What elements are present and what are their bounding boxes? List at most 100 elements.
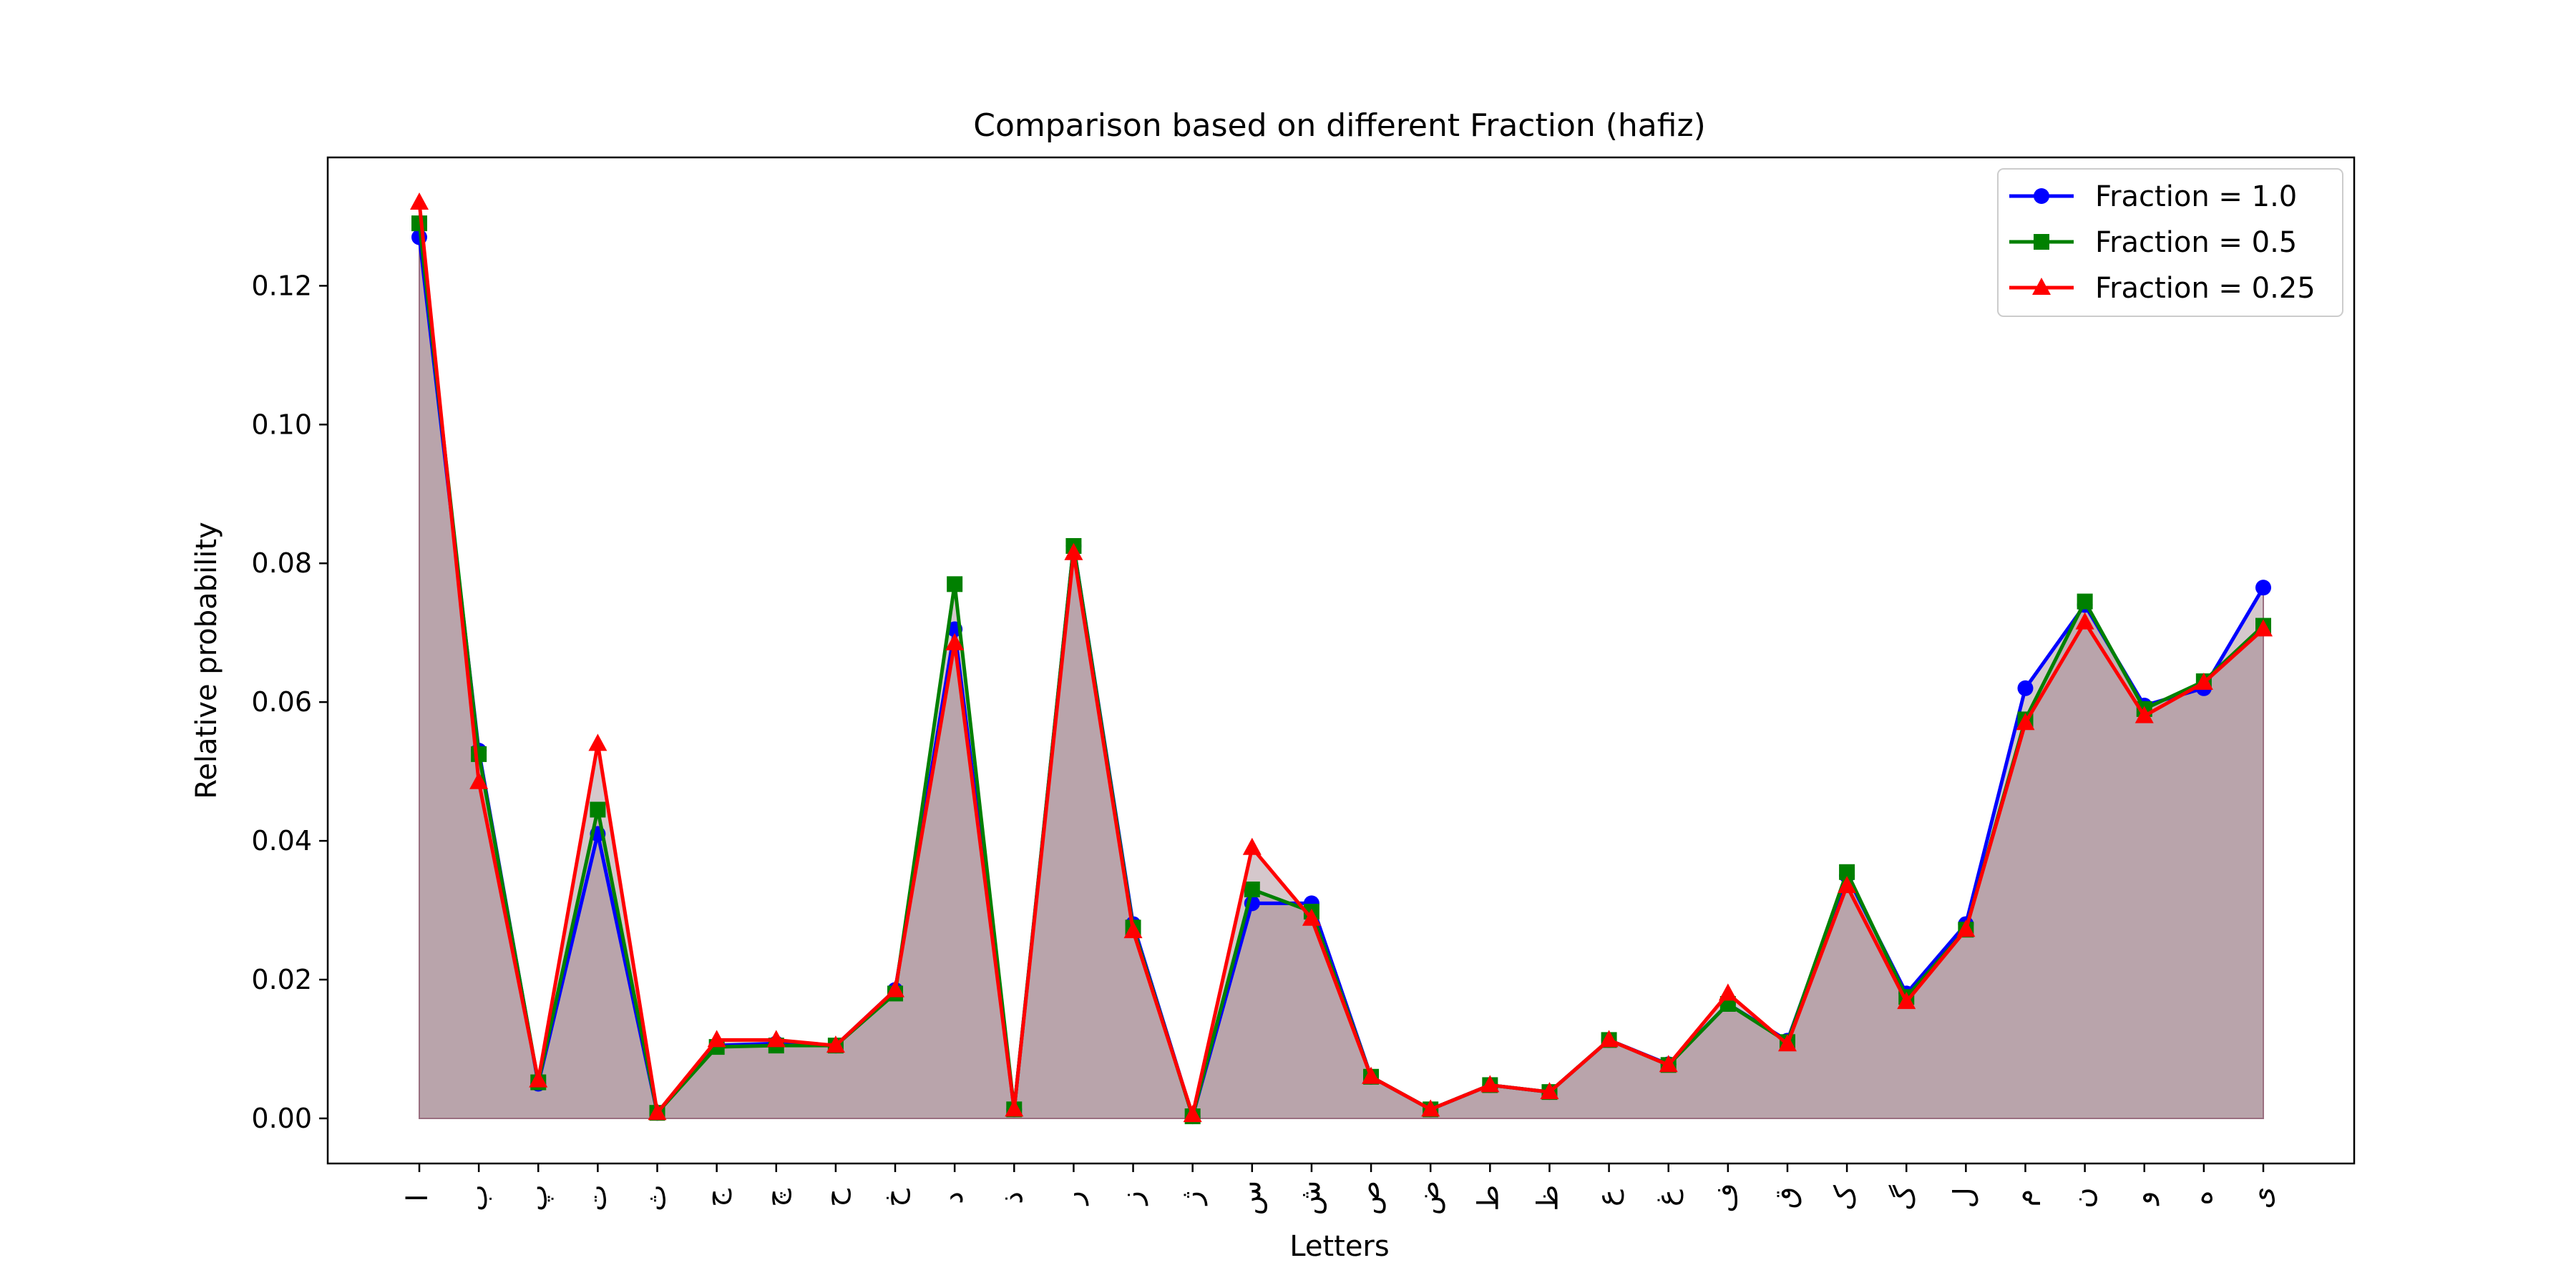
data-point <box>886 980 905 997</box>
data-point <box>2255 580 2271 596</box>
data-point <box>2194 673 2213 691</box>
x-tick-label: ث <box>640 1184 673 1211</box>
x-tick-label: ژ <box>1175 1191 1208 1206</box>
y-axis-label: Relative probability <box>190 522 223 799</box>
x-tick-label: ف <box>1710 1183 1743 1212</box>
x-tick-label: ا <box>401 1194 434 1201</box>
y-axis: 0.00 0.02 0.04 0.06 0.08 0.10 0.12 <box>251 270 328 1134</box>
data-point <box>707 1030 726 1048</box>
data-point <box>1005 1099 1024 1117</box>
x-tick-label: د <box>937 1191 970 1204</box>
x-tick-label: گ <box>1888 1185 1921 1211</box>
data-point <box>1540 1082 1559 1100</box>
data-point <box>588 733 608 751</box>
y-tick-label: 0.10 <box>251 409 312 440</box>
data-point <box>2254 619 2273 637</box>
area-fill-layer <box>419 202 2264 1119</box>
series-2 <box>410 192 2273 1123</box>
x-tick-label: چ <box>758 1189 791 1207</box>
chart-title: Comparison based on different Fraction (… <box>973 107 1706 144</box>
legend-entry: Fraction = 0.25 <box>2009 272 2316 305</box>
data-point <box>826 1035 845 1053</box>
legend-marker <box>2034 234 2049 250</box>
data-point <box>2077 593 2093 610</box>
data-point <box>1480 1075 1500 1093</box>
data-point <box>766 1030 786 1048</box>
data-point <box>410 192 429 210</box>
legend-entry: Fraction = 0.5 <box>2009 226 2297 259</box>
data-point <box>590 801 606 818</box>
x-tick-label: ز <box>1116 1191 1148 1206</box>
data-point <box>1659 1055 1678 1073</box>
data-point <box>2075 612 2094 630</box>
data-point <box>2016 713 2035 731</box>
x-tick-label: ق <box>1770 1186 1802 1209</box>
legend: Fraction = 1.0 Fraction = 0.5 Fraction = 0… <box>1997 168 2343 317</box>
legend-label: Fraction = 0.5 <box>2095 226 2297 259</box>
data-point <box>529 1070 548 1088</box>
x-tick-label: ل <box>1948 1187 1981 1208</box>
data-point <box>1599 1030 1619 1048</box>
data-point <box>469 771 489 789</box>
data-point <box>1362 1066 1381 1084</box>
x-tick-label: ر <box>1055 1191 1088 1206</box>
x-tick-label: ی <box>2245 1186 2278 1209</box>
data-point <box>1302 908 1321 926</box>
data-point <box>1244 881 1260 897</box>
x-tick-label: ب <box>461 1184 494 1211</box>
x-tick-label: پ <box>520 1184 553 1211</box>
x-tick-label: س <box>1234 1181 1267 1216</box>
data-point <box>1123 921 1143 939</box>
data-point <box>1718 983 1737 1001</box>
x-tick-label: ص <box>1353 1181 1386 1215</box>
data-point <box>2135 706 2154 723</box>
x-tick-label: ظ <box>1531 1185 1564 1211</box>
plot-frame <box>326 156 2356 1165</box>
x-tick-label: ذ <box>996 1191 1029 1204</box>
data-point <box>471 746 487 762</box>
y-tick-label: 0.00 <box>251 1103 312 1134</box>
x-tick-label: غ <box>1651 1189 1684 1206</box>
data-point <box>2017 680 2034 696</box>
data-point <box>1956 919 1976 937</box>
x-tick-label: ک <box>1829 1185 1862 1211</box>
data-point <box>1064 542 1083 560</box>
x-tick-label: و <box>2127 1191 2160 1206</box>
x-tick-label: ه <box>2186 1191 2219 1206</box>
series-layer <box>410 192 2273 1125</box>
y-tick-label: 0.08 <box>251 547 312 579</box>
legend-marker <box>2032 278 2051 295</box>
data-point <box>1777 1034 1797 1052</box>
data-point <box>1839 864 1855 880</box>
data-point <box>1838 876 1857 894</box>
legend-label: Fraction = 1.0 <box>2095 180 2297 213</box>
data-point <box>1242 837 1262 855</box>
y-tick-label: 0.02 <box>251 964 312 995</box>
x-tick-label: ن <box>2067 1187 2100 1208</box>
x-tick-label: ط <box>1472 1185 1505 1211</box>
x-tick-label: ت <box>580 1184 613 1211</box>
x-tick-label: ض <box>1413 1181 1445 1215</box>
y-tick-label: 0.06 <box>251 686 312 718</box>
x-tick-label: ح <box>818 1189 851 1207</box>
data-point <box>947 576 963 592</box>
x-tick-label: ع <box>1591 1189 1624 1206</box>
legend-label: Fraction = 0.25 <box>2095 272 2316 305</box>
legend-box <box>1997 168 2343 317</box>
x-tick-label: ش <box>1294 1181 1327 1216</box>
legend-marker <box>2034 188 2049 204</box>
area-fill-2 <box>419 202 2264 1119</box>
legend-entry: Fraction = 1.0 <box>2009 180 2297 213</box>
data-point <box>1183 1105 1202 1123</box>
series-line-2 <box>417 202 2265 1117</box>
x-tick-label: م <box>2007 1189 2040 1207</box>
y-tick-label: 0.04 <box>251 825 312 857</box>
x-tick-label: ج <box>699 1189 733 1207</box>
data-point <box>1897 992 1916 1010</box>
x-axis-label: Letters <box>1289 1230 1389 1263</box>
x-tick-label: خ <box>877 1189 910 1207</box>
data-point <box>945 633 965 650</box>
data-point <box>648 1103 667 1121</box>
